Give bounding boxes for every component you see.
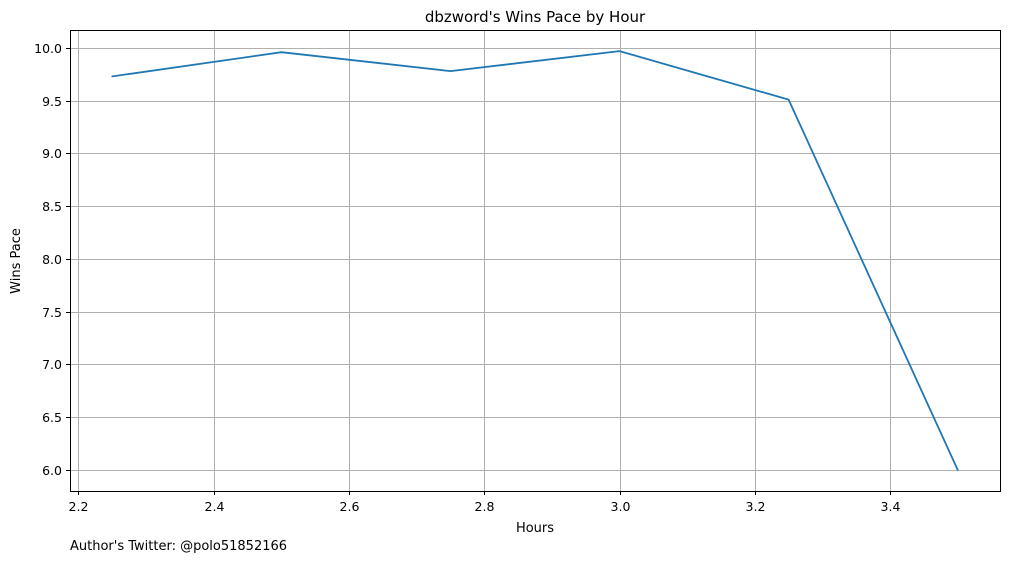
y-axis-label: Wins Pace xyxy=(9,228,24,294)
y-axis-ticks: 6.0 6.5 7.0 7.5 8.0 8.5 9.0 9.5 10.0 xyxy=(34,41,70,478)
x-axis-ticks: 2.2 2.4 2.6 2.8 3.0 3.2 3.4 xyxy=(69,491,901,514)
series-line xyxy=(111,50,959,471)
x-tick-label: 2.6 xyxy=(340,499,360,514)
x-tick-label: 3.4 xyxy=(881,499,901,514)
series-layer xyxy=(111,50,959,471)
author-footnote: Author's Twitter: @polo51852166 xyxy=(70,539,287,554)
x-tick-label: 2.4 xyxy=(205,499,225,514)
y-tick-label: 7.0 xyxy=(42,357,62,372)
y-tick-label: 8.5 xyxy=(42,199,62,214)
y-tick-label: 8.0 xyxy=(42,252,62,267)
plot-frame xyxy=(70,30,1001,492)
grid xyxy=(70,30,1000,491)
y-tick-label: 10.0 xyxy=(34,41,62,56)
y-tick-label: 6.5 xyxy=(42,410,62,425)
y-tick-label: 6.0 xyxy=(42,463,62,478)
y-tick-label: 9.0 xyxy=(42,146,62,161)
x-tick-label: 2.8 xyxy=(475,499,495,514)
chart-title: dbzword's Wins Pace by Hour xyxy=(425,8,646,26)
x-axis-label: Hours xyxy=(516,521,554,536)
x-tick-label: 3.0 xyxy=(611,499,631,514)
y-tick-label: 9.5 xyxy=(42,94,62,109)
y-tick-label: 7.5 xyxy=(42,305,62,320)
x-tick-label: 2.2 xyxy=(69,499,89,514)
x-tick-label: 3.2 xyxy=(746,499,766,514)
